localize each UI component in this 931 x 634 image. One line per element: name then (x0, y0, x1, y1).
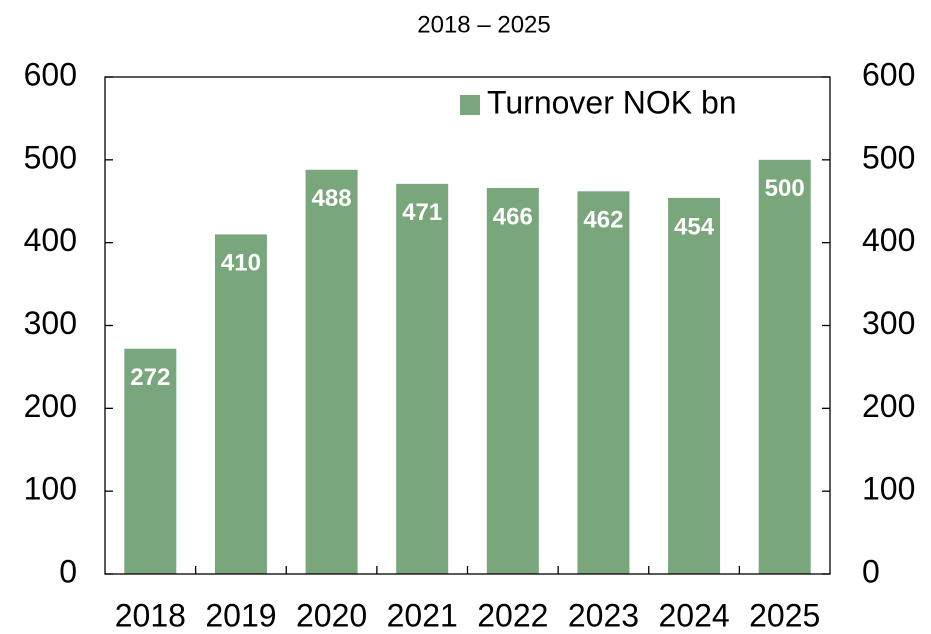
legend-swatch (460, 95, 480, 115)
y2-tick-label: 500 (862, 139, 915, 175)
value-label: 454 (674, 213, 715, 240)
x-tick-label: 2025 (749, 597, 820, 633)
bar (214, 234, 267, 574)
y2-tick-label: 300 (862, 305, 915, 341)
bar (305, 169, 358, 575)
legend-label: Turnover NOK bn (487, 84, 737, 120)
x-tick-label: 2023 (568, 597, 639, 633)
bar (758, 159, 811, 575)
plot-frame (104, 76, 831, 575)
y2-tick-label: 0 (862, 553, 880, 589)
bar (486, 187, 539, 574)
y-tick-label: 500 (24, 139, 77, 175)
value-label: 488 (312, 185, 352, 212)
y2-tick-label: 400 (862, 222, 915, 258)
y-tick-label: 0 (59, 553, 77, 589)
y-tick-label: 300 (24, 305, 77, 341)
value-label: 410 (221, 250, 261, 277)
y-tick-label: 200 (24, 388, 77, 424)
y2-tick-label: 200 (862, 388, 915, 424)
chart-title: 2018 – 2025 (417, 11, 550, 38)
value-label: 462 (583, 207, 623, 234)
x-tick-label: 2024 (658, 597, 729, 633)
bar (577, 191, 630, 574)
bar (396, 183, 449, 575)
value-label: 471 (402, 199, 442, 226)
x-tick-label: 2018 (115, 597, 186, 633)
x-tick-label: 2022 (477, 597, 548, 633)
y-tick-label: 400 (24, 222, 77, 258)
y2-tick-label: 100 (862, 471, 915, 507)
bar (124, 348, 177, 574)
value-label: 500 (765, 175, 805, 202)
x-tick-label: 2021 (387, 597, 458, 633)
bar (668, 197, 721, 575)
y-tick-label: 100 (24, 471, 77, 507)
y-tick-label: 600 (24, 56, 77, 92)
y2-tick-label: 600 (862, 56, 915, 92)
value-label: 272 (130, 364, 170, 391)
value-label: 466 (493, 203, 533, 230)
x-tick-label: 2019 (205, 597, 276, 633)
x-tick-label: 2020 (296, 597, 367, 633)
